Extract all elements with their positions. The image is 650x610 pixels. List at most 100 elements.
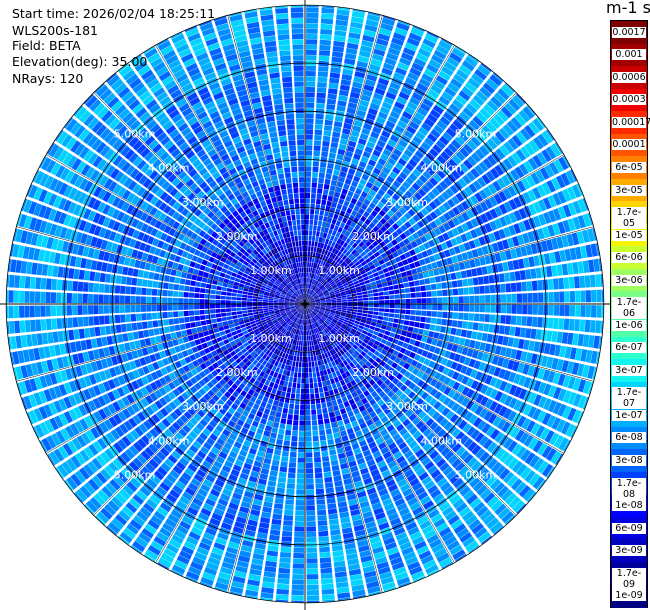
range-gate (488, 365, 497, 375)
range-gate (320, 29, 333, 35)
range-gate (516, 315, 522, 326)
range-gate (361, 316, 367, 320)
range-gate (459, 162, 469, 173)
range-gate (389, 246, 397, 254)
range-gate (433, 173, 442, 183)
range-gate (446, 56, 460, 68)
range-gate (355, 231, 362, 238)
range-gate (441, 191, 450, 201)
range-gate (352, 344, 359, 350)
range-gate (372, 415, 380, 423)
range-gate (304, 309, 305, 315)
range-gate (313, 280, 317, 285)
range-gate (351, 210, 358, 217)
range-gate (224, 512, 236, 521)
range-gate (191, 526, 203, 536)
range-gate (297, 468, 305, 474)
range-gate (385, 120, 396, 129)
range-gate (350, 264, 356, 270)
range-gate (190, 478, 201, 487)
range-gate (345, 357, 352, 364)
range-gate (328, 389, 334, 396)
range-gate (384, 304, 390, 308)
range-gate (207, 451, 217, 460)
range-gate (451, 320, 458, 328)
range-gate (319, 331, 324, 337)
range-gate (391, 369, 399, 377)
range-gate (477, 177, 487, 188)
range-gate (414, 540, 427, 551)
range-gate (458, 288, 464, 295)
range-gate (425, 394, 434, 404)
range-gate (420, 207, 429, 216)
range-gate (348, 563, 361, 571)
range-gate (283, 341, 288, 348)
range-gate (370, 497, 381, 505)
range-gate (509, 384, 518, 396)
range-gate (297, 329, 300, 335)
range-gate (311, 334, 315, 340)
range-gate (240, 545, 253, 553)
range-gate (319, 277, 324, 283)
range-gate (331, 348, 337, 355)
range-gate (341, 280, 348, 285)
range-gate (162, 522, 175, 533)
range-gate (363, 264, 369, 270)
range-gate (528, 340, 535, 352)
range-gate (271, 347, 276, 353)
range-gate (376, 237, 383, 244)
range-gate (281, 374, 286, 381)
range-gate (587, 365, 595, 379)
range-gate (393, 527, 406, 536)
range-gate (474, 304, 480, 313)
range-gate (321, 364, 326, 371)
range-gate (229, 327, 236, 333)
range-gate (277, 433, 284, 440)
range-gate (319, 354, 323, 360)
range-gate (338, 506, 349, 513)
range-gate (283, 380, 289, 387)
range-gate (434, 381, 443, 390)
range-gate (561, 235, 569, 248)
range-gate (335, 159, 343, 166)
range-gate (400, 376, 408, 384)
range-gate (537, 368, 546, 380)
range-gate (327, 93, 337, 100)
range-gate (314, 308, 319, 312)
range-gate (179, 550, 192, 560)
range-gate (309, 305, 315, 309)
range-gate (379, 135, 389, 143)
range-gate (408, 217, 416, 226)
range-gate (292, 322, 296, 328)
range-gate (418, 550, 432, 560)
range-gate (593, 258, 600, 272)
range-gate (367, 310, 374, 315)
range-gate (418, 244, 426, 252)
range-gate (416, 388, 425, 397)
range-gate (366, 436, 375, 444)
range-gate (420, 391, 429, 400)
range-gate (402, 277, 409, 283)
range-gate (444, 147, 454, 157)
range-gate (310, 318, 313, 324)
range-gate (374, 407, 383, 415)
range-gate (305, 129, 314, 135)
range-gate (391, 386, 399, 394)
range-gate (198, 542, 211, 551)
range-gate (313, 441, 320, 447)
range-gate (345, 244, 352, 251)
range-gate (261, 360, 268, 366)
range-gate (469, 259, 476, 268)
range-gate (218, 451, 228, 460)
range-gate (418, 410, 427, 420)
range-gate (262, 463, 271, 470)
range-gate (395, 219, 404, 227)
range-gate (361, 128, 371, 136)
range-gate (566, 361, 575, 374)
range-gate (320, 162, 327, 168)
range-gate (438, 333, 445, 341)
range-gate (313, 316, 318, 322)
range-gate (371, 53, 384, 62)
range-gate (520, 449, 531, 462)
range-gate (168, 539, 182, 549)
